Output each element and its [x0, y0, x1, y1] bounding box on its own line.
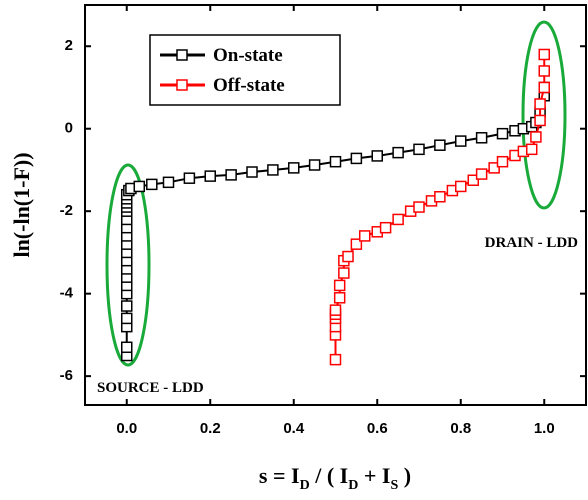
marker [534, 114, 546, 127]
legend-marker [176, 49, 188, 61]
x-axis-label: s = ID / ( ID + IS ) [259, 463, 411, 493]
x-tick-label: 0.4 [283, 420, 305, 437]
legend-label: On-state [213, 45, 283, 66]
marker [392, 146, 404, 159]
marker [267, 164, 279, 176]
marker [534, 98, 546, 110]
legend-label: Off-state [213, 75, 285, 96]
series-line [334, 54, 546, 360]
marker [342, 250, 354, 263]
y-tick-label: 2 [65, 37, 73, 54]
marker [146, 178, 158, 191]
source-ellipse [105, 163, 151, 367]
y-axis-label: ln(-ln(1-F)) [9, 152, 34, 257]
plot-frame [84, 4, 587, 406]
marker [358, 230, 371, 242]
marker [434, 191, 446, 203]
marker [133, 180, 146, 193]
marker [413, 201, 425, 213]
x-label-part: s = I [259, 463, 300, 488]
drain-ellipse [521, 20, 567, 210]
marker [329, 155, 342, 168]
marker [467, 174, 480, 187]
y-tick-label: -2 [60, 202, 73, 219]
y-tick-label: -4 [60, 285, 74, 302]
marker [333, 279, 346, 292]
marker [496, 155, 509, 168]
marker [204, 170, 216, 182]
marker [183, 172, 196, 184]
y-tick-label: 0 [65, 120, 73, 137]
marker [434, 139, 446, 151]
marker [246, 166, 258, 178]
x-tick-label: 0.6 [367, 420, 388, 437]
x-label-subscript: D [348, 478, 358, 493]
x-tick-label: 0.0 [116, 420, 137, 437]
x-label-subscript: D [300, 478, 310, 493]
x-label-part: ) [398, 463, 411, 488]
marker [350, 152, 363, 165]
marker [488, 162, 500, 174]
marker [538, 48, 550, 61]
x-label-subscript: S [390, 478, 398, 493]
marker [121, 300, 133, 312]
annotation: SOURCE - LDD [97, 380, 204, 396]
annotation: DRAIN - LDD [485, 235, 579, 251]
marker [308, 159, 321, 171]
marker [475, 168, 488, 180]
x-tick-label: 1.0 [534, 420, 555, 437]
marker [121, 312, 133, 325]
marker [225, 169, 237, 181]
marker [538, 65, 550, 77]
marker [530, 131, 542, 143]
legend-marker [176, 79, 188, 91]
marker [333, 292, 346, 304]
x-tick-label: 0.2 [200, 420, 221, 437]
marker [455, 135, 467, 147]
marker [538, 81, 550, 94]
x-label-part: / ( I [310, 463, 349, 488]
legend [149, 34, 341, 106]
marker [455, 180, 467, 193]
x-label-part: + I [358, 463, 390, 488]
marker [350, 238, 363, 250]
marker [121, 341, 133, 354]
marker [413, 143, 425, 156]
x-tick-label: 0.8 [450, 420, 471, 437]
marker [379, 221, 392, 234]
marker [329, 353, 342, 366]
marker [329, 304, 342, 316]
marker [288, 162, 300, 174]
marker [525, 143, 538, 156]
marker [371, 150, 383, 162]
marker [475, 132, 488, 144]
y-tick-label: -6 [60, 367, 73, 384]
marker [392, 213, 404, 226]
marker [338, 267, 350, 279]
marker [162, 176, 175, 189]
marker [496, 127, 509, 140]
